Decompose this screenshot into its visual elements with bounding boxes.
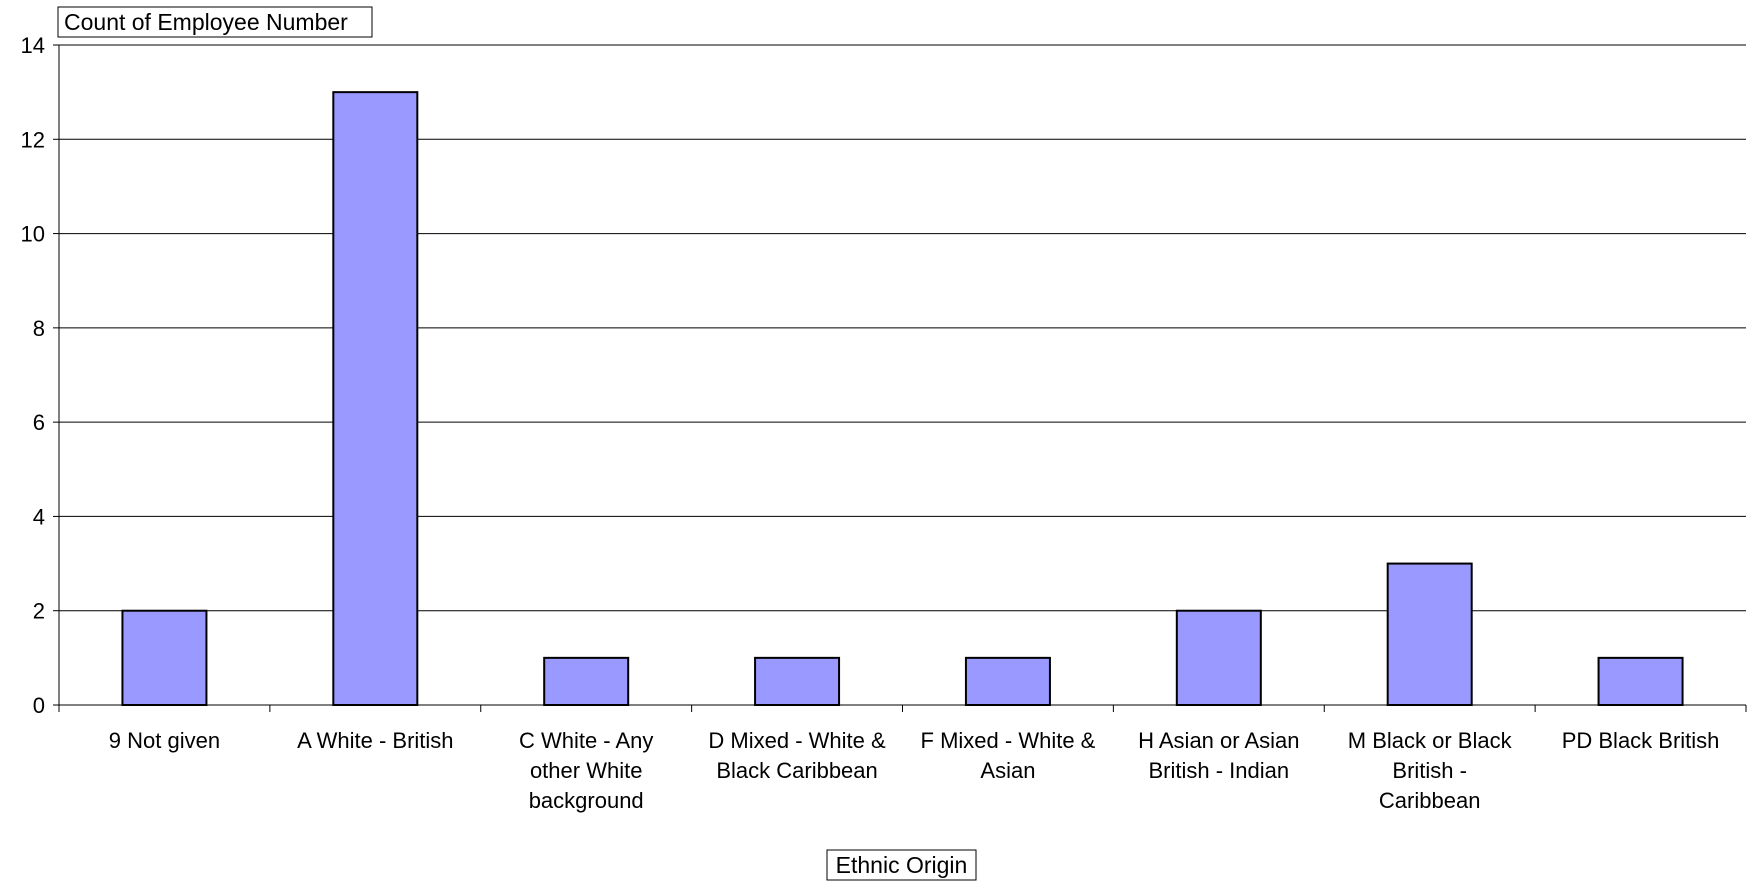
x-tick-label-line: Caribbean <box>1379 788 1481 813</box>
x-axis-tick-labels: 9 Not given A White - British C White - An… <box>109 728 1720 813</box>
x-tick-label-line: F Mixed - White & <box>921 728 1096 753</box>
x-tick-label-line: Asian <box>980 758 1035 783</box>
x-tick-label-line: Black Caribbean <box>716 758 877 783</box>
bar[interactable] <box>332 91 419 706</box>
x-tick-label: 9 Not given <box>109 728 220 753</box>
bar[interactable] <box>754 656 841 706</box>
x-tick-label: M Black or Black British - Caribbean <box>1348 728 1513 813</box>
x-tick-label-line: PD Black British <box>1562 728 1720 753</box>
y-tick-label: 10 <box>21 222 45 247</box>
gridlines <box>59 44 1746 612</box>
x-tick-label-line: A White - British <box>297 728 453 753</box>
x-tick-label-line: British - Indian <box>1149 758 1290 783</box>
x-tick-label-line: H Asian or Asian <box>1138 728 1299 753</box>
y-tick-label: 2 <box>33 599 45 624</box>
x-tick-label: A White - British <box>297 728 453 753</box>
y-tick-label: 12 <box>21 127 45 152</box>
bar[interactable] <box>1597 656 1684 706</box>
x-tick-label-line: M Black or Black <box>1348 728 1513 753</box>
x-tick-label: F Mixed - White & Asian <box>921 728 1096 783</box>
x-tick-label-line: British - <box>1392 758 1467 783</box>
field-button-count[interactable]: Count of Employee Number <box>57 6 373 38</box>
bar[interactable] <box>1386 562 1473 706</box>
axes <box>53 44 1747 712</box>
y-axis-tick-labels: 0 2 4 6 8 10 12 14 <box>21 33 45 718</box>
y-tick-label: 4 <box>33 504 45 529</box>
y-tick-label: 0 <box>33 693 45 718</box>
x-tick-label-line: other White <box>530 758 643 783</box>
field-button-ethnic-origin-label: Ethnic Origin <box>836 852 968 878</box>
field-button-count-label: Count of Employee Number <box>64 9 348 35</box>
bar[interactable] <box>121 609 208 707</box>
x-tick-label-line: 9 Not given <box>109 728 220 753</box>
y-tick-label: 8 <box>33 316 45 341</box>
bar[interactable] <box>964 656 1051 706</box>
x-tick-label-line: background <box>529 788 644 813</box>
x-tick-label: C White - Any other White background <box>519 728 653 813</box>
bars <box>121 91 1684 707</box>
field-button-ethnic-origin[interactable]: Ethnic Origin <box>826 849 977 881</box>
x-tick-label: PD Black British <box>1562 728 1720 753</box>
x-tick-label-line: C White - Any <box>519 728 653 753</box>
x-tick-label: H Asian or Asian British - Indian <box>1138 728 1299 783</box>
x-tick-label: D Mixed - White & Black Caribbean <box>708 728 886 783</box>
x-tick-label-line: D Mixed - White & <box>708 728 886 753</box>
y-tick-label: 14 <box>21 33 45 58</box>
y-tick-label: 6 <box>33 410 45 435</box>
bar[interactable] <box>1175 609 1262 707</box>
bar[interactable] <box>543 656 630 706</box>
